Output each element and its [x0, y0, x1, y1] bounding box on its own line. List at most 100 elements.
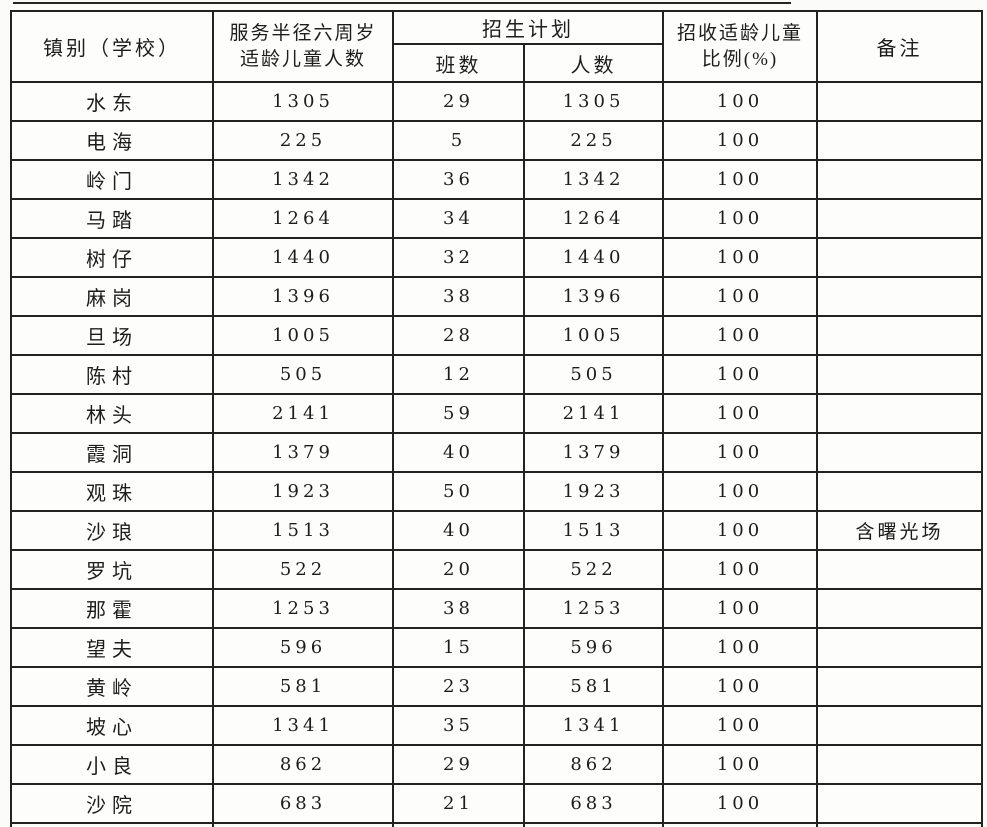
cell-children-count: 1396	[212, 276, 394, 317]
cell-class-count: 38	[392, 588, 525, 629]
cell-town: 树仔	[10, 237, 214, 278]
cell-children-count: 2141	[212, 393, 394, 434]
cell-town: 黄岭	[10, 666, 214, 707]
cell-ratio: 100	[662, 666, 818, 707]
cell-ratio: 100	[662, 627, 818, 668]
enrollment-table: 镇别（学校） 服务半径六周岁 适龄儿童人数 招生计划 招收适龄儿童 比例(%) …	[10, 10, 983, 827]
table-row: 陈村 505 12 505 100	[10, 354, 983, 395]
cell-class-count: 50	[392, 471, 525, 512]
cell-remark: 含曙光场	[816, 510, 983, 551]
cell-town: 电海	[10, 120, 214, 161]
cell-ratio: 100	[662, 471, 818, 512]
header-class-count: 班数	[392, 43, 525, 83]
header-remark: 备注	[816, 10, 983, 83]
table-row: 罗坑 522 20 522 100	[10, 549, 983, 590]
table-row: 岭门 1342 36 1342 100	[10, 159, 983, 200]
cell-town: 陈村	[10, 354, 214, 395]
cell-ratio: 100	[662, 705, 818, 746]
cell-remark	[816, 432, 983, 473]
table-row: 水东 1305 29 1305 100	[10, 81, 983, 122]
table-row: 霞洞 1379 40 1379 100	[10, 432, 983, 473]
cell-town: 观珠	[10, 471, 214, 512]
cell-town: 麻岗	[10, 276, 214, 317]
cell-class-count: 12	[392, 354, 525, 395]
cell-remark	[816, 81, 983, 122]
cell-remark	[816, 666, 983, 707]
cell-town: 沙琅	[10, 510, 214, 551]
cell-children-count: 1005	[212, 315, 394, 356]
cell-student-count: 1513	[523, 510, 664, 551]
cell-ratio: 100	[662, 237, 818, 278]
cell-ratio: 100	[662, 432, 818, 473]
table-row: 小良 862 29 862 100	[10, 744, 983, 785]
table-row-partial	[10, 822, 983, 827]
cell-remark	[816, 822, 983, 827]
table-row: 沙琅 1513 40 1513 100 含曙光场	[10, 510, 983, 551]
cell-town: 坡心	[10, 705, 214, 746]
cell-children-count: 1513	[212, 510, 394, 551]
table-row: 林头 2141 59 2141 100	[10, 393, 983, 434]
cell-town: 小良	[10, 744, 214, 785]
cell-children-count: 1264	[212, 198, 394, 239]
header-student-count: 人数	[523, 43, 664, 83]
cell-ratio: 100	[662, 315, 818, 356]
cell-student-count: 581	[523, 666, 664, 707]
cell-class-count: 38	[392, 276, 525, 317]
table-row: 麻岗 1396 38 1396 100	[10, 276, 983, 317]
table-row: 观珠 1923 50 1923 100	[10, 471, 983, 512]
cell-remark	[816, 783, 983, 824]
cell-student-count: 1923	[523, 471, 664, 512]
cell-children-count: 581	[212, 666, 394, 707]
cell-children-count: 505	[212, 354, 394, 395]
table-row: 沙院 683 21 683 100	[10, 783, 983, 824]
table-row: 望夫 596 15 596 100	[10, 627, 983, 668]
cell-town	[10, 822, 214, 827]
cell-children-count: 1253	[212, 588, 394, 629]
cell-class-count: 29	[392, 744, 525, 785]
cell-class-count: 28	[392, 315, 525, 356]
cell-student-count: 225	[523, 120, 664, 161]
cell-ratio: 100	[662, 510, 818, 551]
header-row-top: 镇别（学校） 服务半径六周岁 适龄儿童人数 招生计划 招收适龄儿童 比例(%) …	[10, 10, 983, 83]
cell-remark	[816, 744, 983, 785]
cell-class-count	[392, 822, 525, 827]
cell-class-count: 34	[392, 198, 525, 239]
cell-class-count: 5	[392, 120, 525, 161]
cell-ratio: 100	[662, 159, 818, 200]
cell-remark	[816, 588, 983, 629]
table-row: 树仔 1440 32 1440 100	[10, 237, 983, 278]
table-header: 镇别（学校） 服务半径六周岁 适龄儿童人数 招生计划 招收适龄儿童 比例(%) …	[10, 10, 983, 83]
cell-ratio: 100	[662, 120, 818, 161]
cell-remark	[816, 159, 983, 200]
table-body: 水东 1305 29 1305 100 电海 225 5 225 100 岭门 …	[10, 81, 983, 827]
cell-children-count: 1342	[212, 159, 394, 200]
cell-ratio: 100	[662, 198, 818, 239]
cell-student-count: 596	[523, 627, 664, 668]
cell-remark	[816, 276, 983, 317]
cell-ratio: 100	[662, 354, 818, 395]
cell-class-count: 21	[392, 783, 525, 824]
cell-town: 林头	[10, 393, 214, 434]
header-enrollment-plan: 招生计划	[392, 10, 664, 45]
cell-class-count: 59	[392, 393, 525, 434]
cell-remark	[816, 354, 983, 395]
cropped-table-edge-above	[13, 2, 791, 4]
cell-class-count: 35	[392, 705, 525, 746]
cell-class-count: 36	[392, 159, 525, 200]
header-town: 镇别（学校）	[10, 10, 214, 83]
cell-remark	[816, 627, 983, 668]
cell-children-count: 1440	[212, 237, 394, 278]
cell-class-count: 40	[392, 510, 525, 551]
cell-student-count: 1341	[523, 705, 664, 746]
cell-student-count: 2141	[523, 393, 664, 434]
cell-remark	[816, 471, 983, 512]
cell-town: 旦场	[10, 315, 214, 356]
table-row: 黄岭 581 23 581 100	[10, 666, 983, 707]
cell-town: 沙院	[10, 783, 214, 824]
cell-ratio: 100	[662, 393, 818, 434]
cell-children-count: 862	[212, 744, 394, 785]
table-row: 坡心 1341 35 1341 100	[10, 705, 983, 746]
cell-remark	[816, 315, 983, 356]
cell-student-count: 1396	[523, 276, 664, 317]
cell-ratio: 100	[662, 276, 818, 317]
